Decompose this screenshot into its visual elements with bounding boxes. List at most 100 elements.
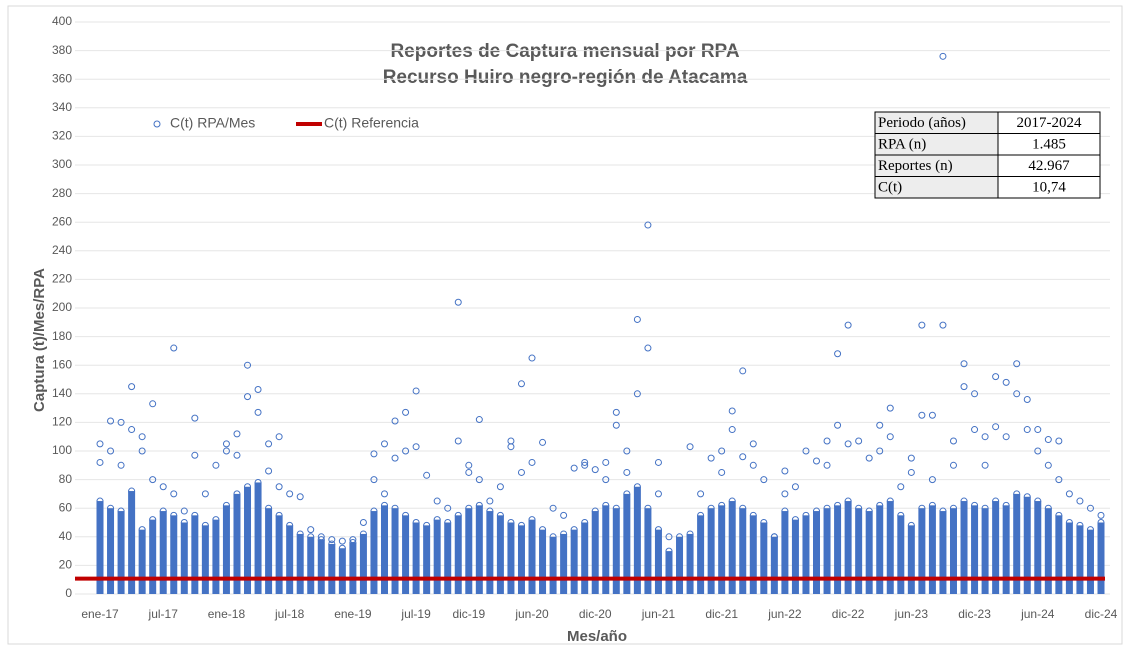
dense-points (402, 515, 410, 594)
dense-points (180, 522, 188, 594)
y-tick-label: 100 (52, 443, 72, 457)
y-tick-label: 280 (52, 186, 72, 200)
dense-points (813, 511, 821, 594)
point (760, 476, 768, 484)
table-text: 1.485 (1032, 137, 1066, 153)
point (886, 497, 894, 505)
point (486, 497, 494, 505)
point (834, 501, 842, 509)
y-tick-label: 400 (52, 14, 72, 28)
dense-points (591, 511, 599, 594)
point (928, 476, 936, 484)
point (791, 483, 799, 491)
point (939, 52, 947, 60)
dense-points (349, 542, 357, 594)
dense-points (528, 519, 536, 594)
point (560, 530, 568, 538)
point (107, 447, 115, 455)
dense-points (307, 536, 315, 594)
point (602, 501, 610, 509)
point (486, 507, 494, 515)
dense-points (275, 515, 283, 594)
point (159, 507, 167, 515)
point (654, 490, 662, 498)
dense-points (612, 508, 620, 594)
dense-points (992, 501, 1000, 594)
dense-points (676, 536, 684, 594)
point (949, 504, 957, 512)
point (265, 504, 273, 512)
x-tick-label: ene-18 (208, 607, 246, 621)
dense-points (244, 486, 252, 594)
point (1044, 504, 1052, 512)
plot-area: 0 20 40 60 80 100 120 140 160 180 200 220 240 260 280 3… (52, 14, 1118, 621)
point (286, 521, 294, 529)
dense-points (128, 491, 136, 594)
point (949, 461, 957, 469)
point (981, 504, 989, 512)
point (992, 423, 1000, 431)
dense-points (1065, 522, 1073, 594)
x-tick-label: ene-17 (81, 607, 119, 621)
dense-points (444, 522, 452, 594)
dense-points (233, 493, 241, 594)
dense-points (560, 533, 568, 594)
point (697, 490, 705, 498)
point (412, 387, 420, 395)
point (1013, 390, 1021, 398)
point (802, 447, 810, 455)
point (475, 476, 483, 484)
point (855, 437, 863, 445)
point (212, 461, 220, 469)
point (918, 504, 926, 512)
point (423, 471, 431, 479)
point (138, 447, 146, 455)
legend-label: C(t) RPA/Mes (170, 115, 255, 131)
dense-points (802, 515, 810, 594)
point (707, 504, 715, 512)
x-tick-label: jun-20 (514, 607, 549, 621)
dense-points (317, 539, 325, 594)
dense-points (254, 482, 262, 594)
point (528, 354, 536, 362)
y-tick-label: 120 (52, 415, 72, 429)
point (517, 521, 525, 529)
legend-marker (153, 120, 161, 128)
point (781, 507, 789, 515)
point (886, 433, 894, 441)
point (191, 414, 199, 422)
y-tick-label: 240 (52, 243, 72, 257)
dense-points (507, 522, 515, 594)
point (1065, 490, 1073, 498)
dense-points (423, 525, 431, 594)
point (128, 426, 136, 434)
dense-points (465, 508, 473, 594)
dense-points (939, 511, 947, 594)
point (296, 530, 304, 538)
point (1013, 360, 1021, 368)
point (317, 533, 325, 541)
point (465, 461, 473, 469)
point (1023, 493, 1031, 501)
point (686, 530, 694, 538)
point (170, 344, 178, 352)
point (791, 516, 799, 524)
point (254, 386, 262, 394)
point (222, 447, 230, 455)
point (528, 458, 536, 466)
point (549, 533, 557, 541)
x-tick-label: jul-18 (274, 607, 305, 621)
dense-points (918, 508, 926, 594)
point (338, 537, 346, 545)
point (581, 461, 589, 469)
y-tick-label: 140 (52, 386, 72, 400)
point (570, 526, 578, 534)
point (528, 516, 536, 524)
dense-points (834, 505, 842, 594)
dense-points (296, 533, 304, 594)
dense-points (370, 511, 378, 594)
point (412, 519, 420, 526)
point (1044, 461, 1052, 469)
point (676, 533, 684, 541)
